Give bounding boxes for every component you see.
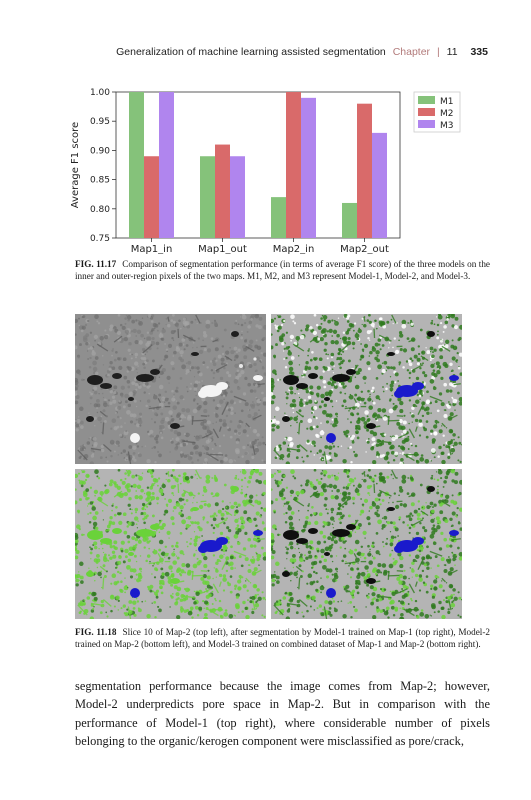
y-tick-label: 0.90 (90, 146, 110, 156)
bar-m3-map2_in (301, 97, 316, 238)
slice-panel-model2 (75, 469, 266, 619)
f1-bar-chart: 0.75 0.80 0.85 0.90 0.95 1.00 Average F1 score… (70, 88, 461, 254)
y-tick-label: 0.85 (90, 176, 110, 186)
y-tick-label: 1.00 (90, 88, 110, 98)
page-number: 335 (470, 46, 488, 58)
figure-label: FIG. 11.18 (75, 627, 117, 637)
x-tick-label: Map1_in (131, 244, 173, 254)
bar-m3-map1_in (159, 92, 174, 238)
running-header: Generalization of machine learning assis… (0, 46, 488, 58)
legend-entry: M2 (440, 109, 454, 119)
figure-caption-11-18: FIG. 11.18 Slice 10 of Map-2 (top left), … (75, 626, 490, 651)
figure-caption-11-17: FIG. 11.17 Comparison of segmentation per… (75, 258, 490, 283)
legend-entry: M1 (440, 97, 454, 107)
chapter-separator: | (436, 46, 440, 58)
y-axis-label: Average F1 score (70, 122, 81, 208)
bar-m1-map1_in (129, 92, 144, 238)
slice-panel-model3 (271, 469, 462, 619)
y-tick-label: 0.75 (90, 234, 110, 244)
bar-m2-map1_in (144, 156, 159, 238)
bar-m2-map1_out (215, 144, 230, 238)
figure-caption-text: Slice 10 of Map-2 (top left), after segm… (75, 627, 490, 650)
bar-m2-map2_in (286, 92, 301, 238)
bar-m1-map2_in (271, 197, 286, 238)
figure-caption-text: Comparison of segmentation performance (… (75, 259, 491, 282)
bar-m1-map2_out (342, 202, 357, 238)
figure-label: FIG. 11.17 (75, 259, 117, 269)
body-paragraph: segmentation performance because the ima… (75, 679, 490, 749)
y-tick-label: 0.80 (90, 205, 110, 215)
legend-swatch-m1 (418, 96, 435, 104)
y-tick-label: 0.95 (90, 117, 110, 127)
chapter-number: 11 (446, 46, 458, 58)
bar-m2-map2_out (357, 103, 372, 239)
legend-swatch-m2 (418, 108, 435, 116)
running-header-title: Generalization of machine learning assis… (116, 46, 386, 58)
chapter-label: Chapter (392, 46, 431, 58)
bar-m3-map1_out (230, 156, 245, 238)
x-tick-label: Map2_out (340, 244, 389, 254)
slice-panel-original (75, 314, 266, 464)
bar-m3-map2_out (372, 132, 387, 238)
legend-entry: M3 (440, 121, 454, 131)
x-tick-label: Map2_in (273, 244, 315, 254)
bar-m1-map1_out (200, 156, 215, 238)
plot-frame (115, 91, 401, 239)
legend-swatch-m3 (418, 120, 435, 128)
slice-panel-model1 (271, 314, 462, 464)
x-tick-label: Map1_out (198, 244, 247, 254)
